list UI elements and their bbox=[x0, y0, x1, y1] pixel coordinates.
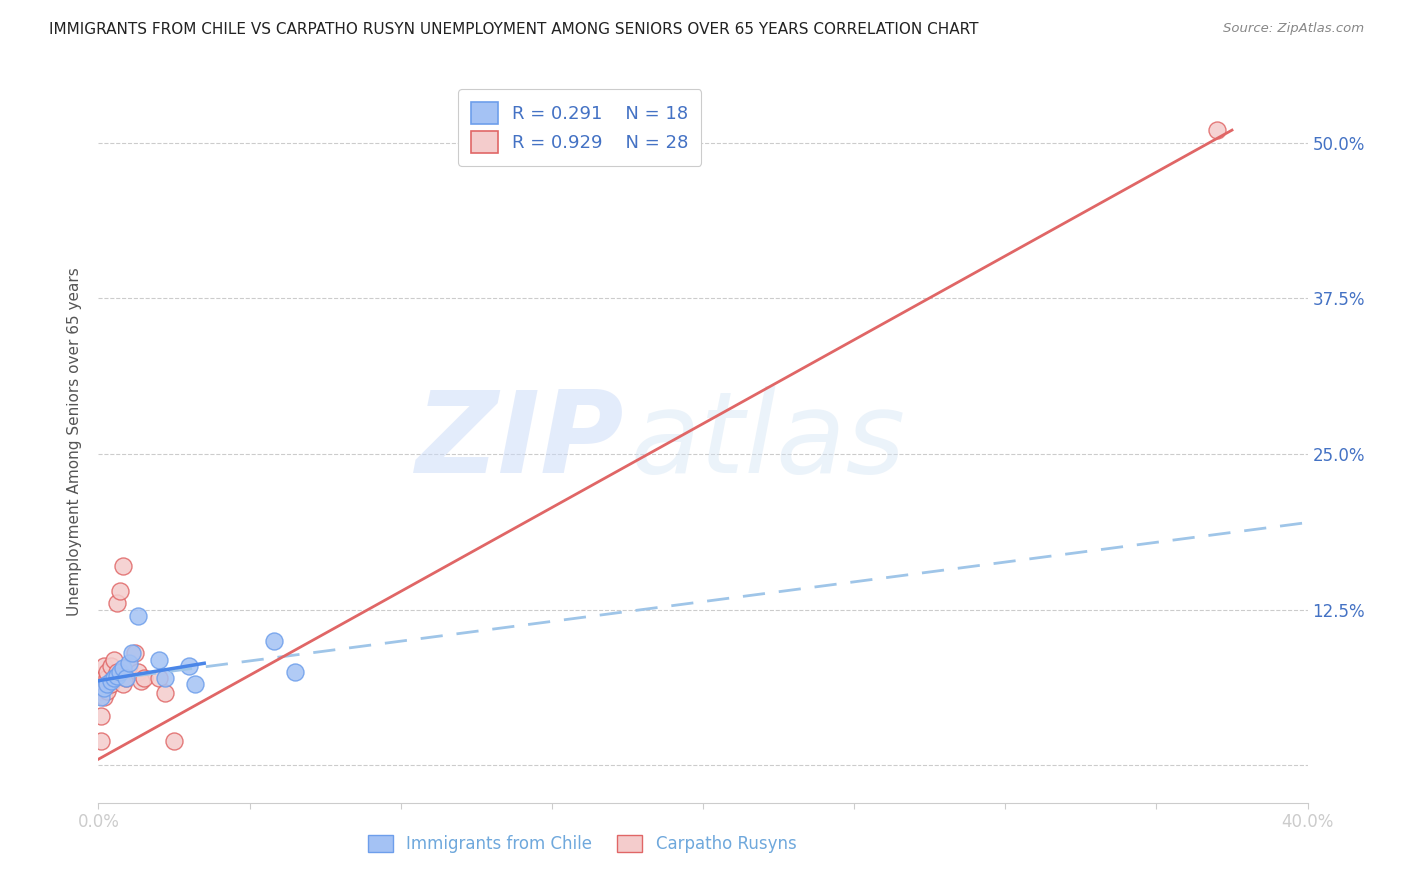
Point bbox=[90, 690, 112, 704]
Point bbox=[93, 658, 115, 673]
Point bbox=[179, 658, 201, 673]
Legend: Immigrants from Chile, Carpatho Rusyns: Immigrants from Chile, Carpatho Rusyns bbox=[361, 828, 803, 860]
Point bbox=[100, 677, 122, 691]
Point bbox=[118, 658, 141, 673]
Point bbox=[118, 657, 141, 671]
Point bbox=[184, 677, 207, 691]
Point bbox=[96, 665, 118, 679]
Point bbox=[163, 733, 186, 747]
Point bbox=[114, 671, 136, 685]
Point bbox=[105, 669, 128, 683]
Point bbox=[132, 671, 155, 685]
Point bbox=[127, 609, 149, 624]
Point bbox=[105, 597, 128, 611]
Point bbox=[111, 559, 134, 574]
Point bbox=[90, 683, 112, 698]
Point bbox=[284, 665, 307, 679]
Point bbox=[90, 708, 112, 723]
Point bbox=[100, 673, 122, 688]
Point bbox=[96, 683, 118, 698]
Point bbox=[148, 652, 170, 666]
Point bbox=[114, 671, 136, 685]
Point bbox=[127, 665, 149, 679]
Point bbox=[96, 671, 118, 685]
Point bbox=[108, 665, 131, 679]
Point bbox=[153, 686, 176, 700]
Point bbox=[93, 671, 115, 685]
Text: ZIP: ZIP bbox=[416, 386, 624, 497]
Point bbox=[96, 677, 118, 691]
Point bbox=[129, 673, 152, 688]
Point bbox=[1206, 123, 1229, 137]
Point bbox=[124, 646, 146, 660]
Point bbox=[103, 652, 125, 666]
Text: Source: ZipAtlas.com: Source: ZipAtlas.com bbox=[1223, 22, 1364, 36]
Point bbox=[108, 584, 131, 599]
Point bbox=[90, 733, 112, 747]
Point bbox=[93, 681, 115, 696]
Point bbox=[93, 690, 115, 704]
Text: atlas: atlas bbox=[630, 386, 905, 497]
Point bbox=[111, 661, 134, 675]
Point bbox=[103, 671, 125, 685]
Point bbox=[100, 658, 122, 673]
Y-axis label: Unemployment Among Seniors over 65 years: Unemployment Among Seniors over 65 years bbox=[67, 268, 83, 615]
Text: IMMIGRANTS FROM CHILE VS CARPATHO RUSYN UNEMPLOYMENT AMONG SENIORS OVER 65 YEARS: IMMIGRANTS FROM CHILE VS CARPATHO RUSYN … bbox=[49, 22, 979, 37]
Point bbox=[111, 677, 134, 691]
Point bbox=[105, 665, 128, 679]
Point bbox=[121, 646, 143, 660]
Point bbox=[263, 633, 285, 648]
Point bbox=[148, 671, 170, 685]
Point bbox=[153, 671, 176, 685]
Point bbox=[103, 671, 125, 685]
